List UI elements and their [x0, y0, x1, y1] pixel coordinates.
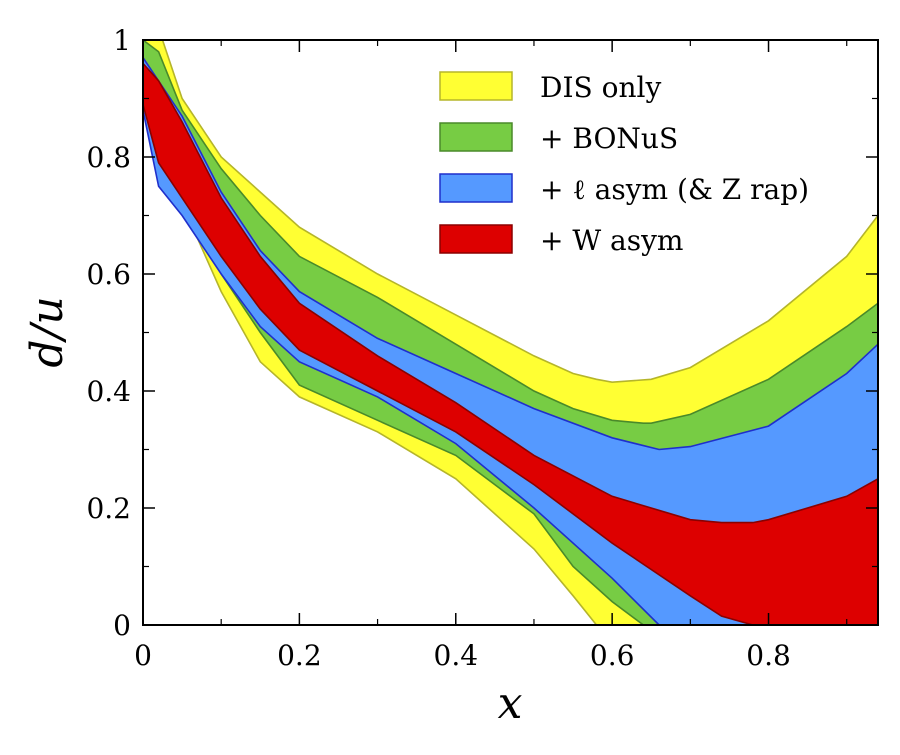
- legend-swatch: [439, 122, 513, 152]
- legend-label: + W asym: [540, 224, 683, 257]
- axis-ticks: 0 0.2 0.4 0.6 0.8 0 0.2 0.4 0.6 0.8 1: [86, 24, 878, 672]
- band-4-upper-edge: [143, 62, 878, 524]
- y-tick-label: 0: [113, 609, 131, 642]
- y-tick-label: 0.8: [86, 141, 131, 174]
- x-tick-label: 0.8: [746, 639, 791, 672]
- x-tick-label: 0.6: [590, 639, 635, 672]
- band-4: [143, 63, 878, 625]
- legend-swatch: [439, 224, 513, 254]
- data-bands: [143, 40, 878, 625]
- y-tick-label: 0.6: [86, 258, 131, 291]
- band-1-upper-edge: [161, 40, 878, 384]
- y-axis-title: d/u: [22, 296, 73, 367]
- band-4-lower-edge: [143, 104, 754, 625]
- band-3-lower-edge: [143, 110, 660, 625]
- legend-swatch: [439, 173, 513, 203]
- x-tick-label: 0.4: [434, 639, 479, 672]
- x-tick-label: 0.2: [277, 639, 322, 672]
- band-2-upper-edge: [143, 40, 878, 424]
- legend-label: + BONuS: [540, 122, 678, 155]
- legend-label: DIS only: [540, 71, 661, 104]
- y-tick-label: 0.4: [86, 375, 131, 408]
- x-tick-label: 0: [134, 639, 152, 672]
- y-tick-label: 0.2: [86, 492, 131, 525]
- legend-swatch: [439, 71, 513, 101]
- x-axis-title: x: [498, 678, 523, 729]
- legend: DIS only + BONuS + ℓ asym (& Z rap) + W asy…: [439, 71, 809, 257]
- band-3-upper-edge: [143, 57, 878, 451]
- band-3: [143, 57, 878, 625]
- legend-label: + ℓ asym (& Z rap): [540, 173, 809, 206]
- y-tick-label: 1: [113, 24, 131, 57]
